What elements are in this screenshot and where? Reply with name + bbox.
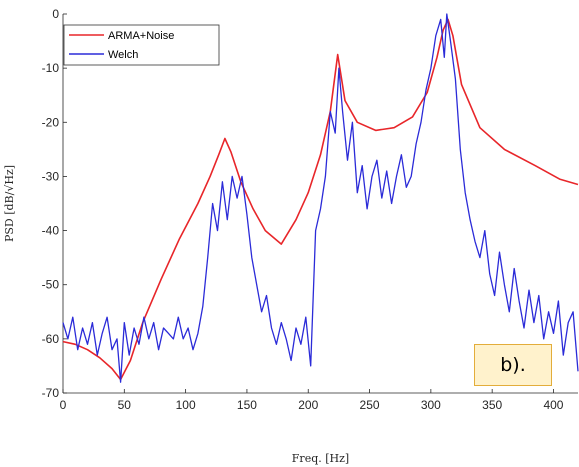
legend-label-arma: ARMA+Noise — [108, 30, 174, 42]
y-tick-label: -10 — [42, 61, 60, 75]
series-line-arma-noise — [62, 18, 579, 381]
x-tick-label: 50 — [118, 398, 132, 412]
y-tick-label: -50 — [42, 278, 60, 292]
x-axis-ticks: 0 50 100 150 200 250 300 350 400 — [60, 389, 564, 412]
y-tick-label: 0 — [52, 7, 59, 21]
y-tick-label: -20 — [42, 115, 60, 129]
x-tick-label: 200 — [298, 398, 318, 412]
legend-label-welch: Welch — [108, 49, 138, 61]
y-tick-label: -40 — [42, 224, 60, 238]
x-axis-label: Freq. [Hz] — [292, 452, 349, 465]
x-tick-label: 250 — [360, 398, 380, 412]
y-axis-label: PSD [dB/√Hz] — [3, 165, 16, 242]
x-tick-label: 150 — [237, 398, 257, 412]
legend: ARMA+Noise Welch — [63, 24, 220, 66]
y-tick-label: -30 — [42, 169, 60, 183]
x-tick-label: 0 — [60, 398, 67, 412]
series-line-welch — [62, 13, 579, 383]
legend-box — [63, 24, 220, 66]
series-lines — [62, 13, 579, 383]
x-tick-label: 100 — [176, 398, 196, 412]
x-tick-label: 400 — [543, 398, 563, 412]
y-tick-label: -70 — [42, 386, 60, 400]
x-tick-label: 300 — [421, 398, 441, 412]
panel-tag: b). — [474, 344, 552, 386]
y-tick-label: -60 — [42, 332, 60, 346]
x-tick-label: 350 — [482, 398, 502, 412]
y-axis-ticks: 0 -10 -20 -30 -40 -50 -60 -70 — [42, 7, 67, 400]
